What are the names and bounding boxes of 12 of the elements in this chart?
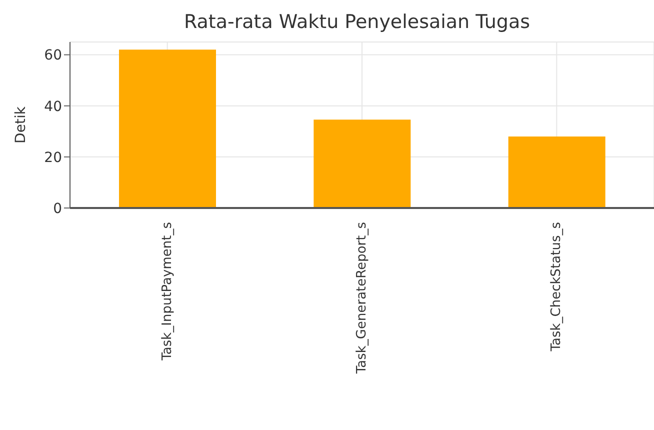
x-tick-label: Task_InputPayment_s: [160, 222, 175, 362]
bar: [119, 50, 216, 208]
y-tick-label: 40: [44, 98, 62, 115]
x-tick-label: Task_CheckStatus_s: [549, 222, 564, 352]
y-axis-title: Detik: [12, 106, 29, 144]
bar: [314, 120, 411, 208]
bar: [508, 136, 606, 208]
chart-title: Rata-rata Waktu Penyelesaian Tugas: [182, 10, 532, 35]
x-tick-label: Task_GenerateReport_s: [354, 222, 370, 375]
y-tick-label: 0: [53, 200, 62, 217]
y-tick-label: 60: [44, 48, 62, 64]
y-tick-label: 20: [44, 150, 62, 166]
